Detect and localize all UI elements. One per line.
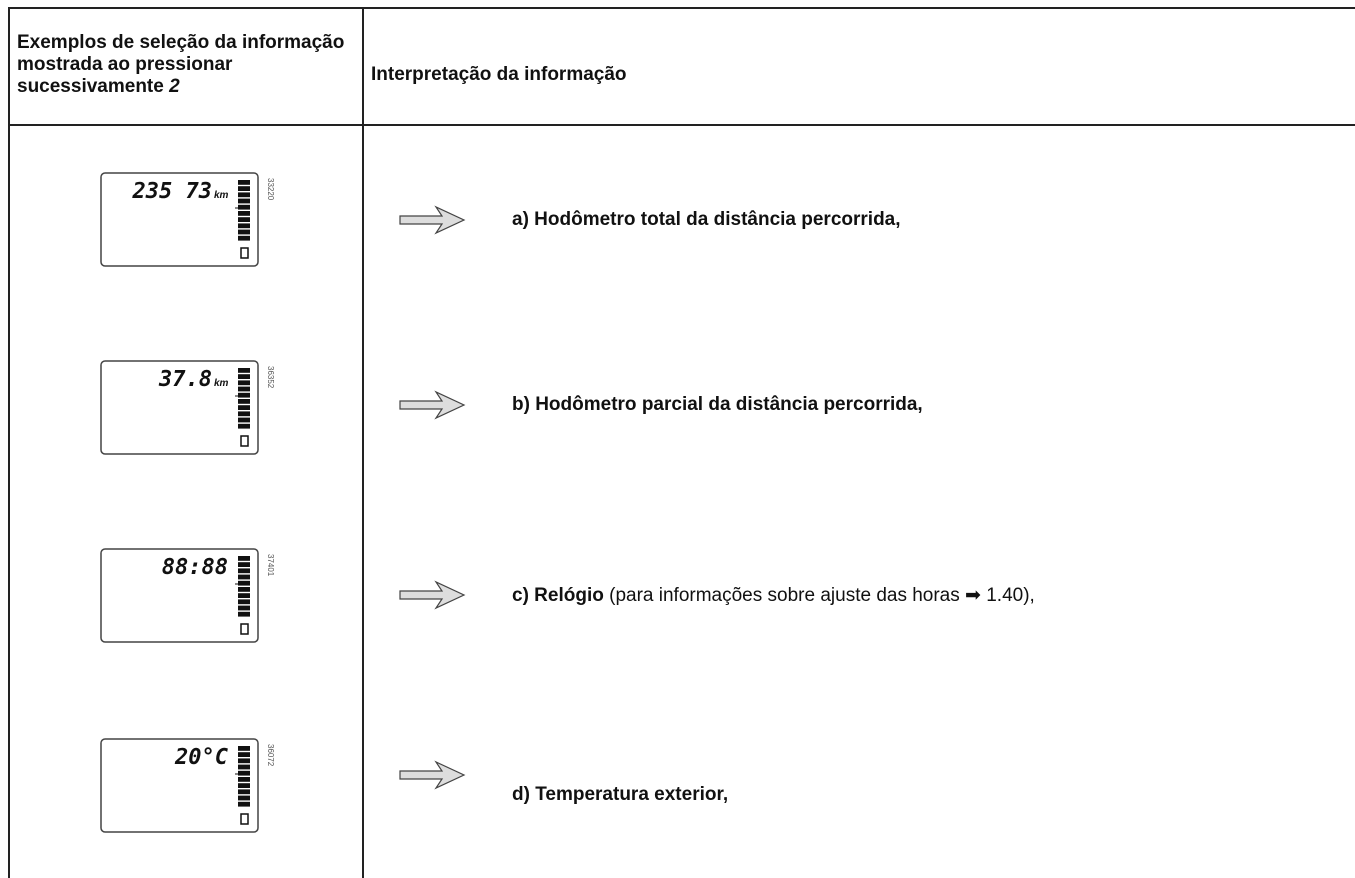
header-col2: Interpretação da informação — [371, 64, 627, 85]
gauge-segment — [238, 368, 250, 373]
gauge-segment — [238, 599, 250, 605]
gauge-segment — [238, 229, 250, 235]
gauge-segment — [238, 386, 250, 392]
lcd-display: 20°C 36072 — [100, 738, 275, 833]
lcd-frame — [100, 738, 259, 833]
lcd-reading: 20°C — [174, 745, 229, 770]
row-label-bold: c) Relógio — [512, 585, 604, 606]
gauge-segment — [238, 423, 250, 429]
lcd-reading: 37.8 — [158, 367, 212, 392]
fuel-icon — [240, 247, 249, 259]
gauge-segment — [238, 411, 250, 417]
table-left-border — [8, 7, 10, 878]
gauge-segment — [238, 764, 250, 770]
fuel-icon — [240, 623, 249, 635]
column-divider — [362, 7, 364, 878]
arrow-icon — [399, 580, 466, 610]
arrow-icon — [399, 390, 466, 420]
header-bottom-border — [8, 124, 1355, 126]
table-top-border — [8, 7, 1355, 9]
arrow-shape — [399, 205, 466, 235]
gauge-segment — [238, 783, 250, 788]
gauge-segment — [238, 186, 250, 191]
image-code: 33220 — [266, 178, 275, 201]
gauge-segment — [238, 770, 250, 776]
lcd-frame — [100, 172, 259, 267]
row-label: c) Relógio (para informações sobre ajust… — [512, 584, 1035, 607]
gauge-segment — [238, 180, 250, 185]
lcd-display: 37.8 km 36352 — [100, 360, 275, 455]
gauge-segment — [238, 374, 250, 379]
row-label-bold: b) Hodômetro parcial da distância percor… — [512, 394, 923, 415]
lcd-unit: km — [214, 190, 229, 201]
gauge-segment — [238, 574, 250, 580]
lcd-frame — [100, 360, 259, 455]
gauge-segment — [238, 399, 250, 404]
row-label: d) Temperatura exterior, — [512, 784, 728, 806]
gauge-segment — [238, 568, 250, 574]
header-col1: Exemplos de seleção da informação mostra… — [17, 32, 352, 98]
gauge-segment — [238, 417, 250, 423]
row-label: a) Hodômetro total da distância percorri… — [512, 209, 901, 231]
lcd-reading: 235 73 — [132, 179, 212, 204]
gauge-segment — [238, 192, 250, 198]
gauge-segment — [238, 593, 250, 598]
gauge-segment — [238, 752, 250, 757]
arrow-icon — [399, 205, 466, 235]
fuel-icon — [240, 435, 249, 447]
gauge-segment — [238, 605, 250, 611]
lcd-frame — [100, 548, 259, 643]
gauge-segment — [238, 556, 250, 561]
image-code: 36072 — [266, 744, 275, 767]
gauge-segment — [238, 777, 250, 782]
arrow-shape — [399, 390, 466, 420]
lcd-display: 88:88 37401 — [100, 548, 275, 643]
row-label-rest: (para informações sobre ajuste das horas… — [609, 585, 1035, 606]
gauge-segment — [238, 611, 250, 617]
gauge-segment — [238, 795, 250, 801]
gauge-segment — [238, 380, 250, 386]
gauge-segment — [238, 587, 250, 592]
gauge-segment — [238, 746, 250, 751]
lcd-unit: km — [214, 378, 229, 389]
arrow-shape — [399, 760, 466, 790]
row-label: b) Hodômetro parcial da distância percor… — [512, 394, 923, 416]
gauge-segment — [238, 405, 250, 410]
gauge-segment — [238, 580, 250, 586]
image-code: 37401 — [266, 554, 275, 577]
gauge-segment — [238, 198, 250, 204]
arrow-icon — [399, 760, 466, 790]
gauge-segment — [238, 211, 250, 216]
gauge-segment — [238, 562, 250, 567]
arrow-shape — [399, 580, 466, 610]
header-col1-text: Exemplos de seleção da informação mostra… — [17, 32, 345, 97]
gauge-segment — [238, 235, 250, 241]
gauge-segment — [238, 392, 250, 398]
fuel-icon — [240, 813, 249, 825]
gauge-segment — [238, 217, 250, 222]
header-col1-emphasis: 2 — [169, 76, 180, 97]
gauge-segment — [238, 801, 250, 807]
row-label-bold: a) Hodômetro total da distância percorri… — [512, 209, 901, 230]
image-code: 36352 — [266, 366, 275, 389]
lcd-display: 235 73 km 33220 — [100, 172, 275, 267]
gauge-segment — [238, 204, 250, 210]
gauge-segment — [238, 758, 250, 764]
lcd-reading: 88:88 — [162, 555, 228, 580]
row-label-bold: d) Temperatura exterior, — [512, 784, 729, 805]
gauge-segment — [238, 223, 250, 229]
gauge-segment — [238, 789, 250, 795]
